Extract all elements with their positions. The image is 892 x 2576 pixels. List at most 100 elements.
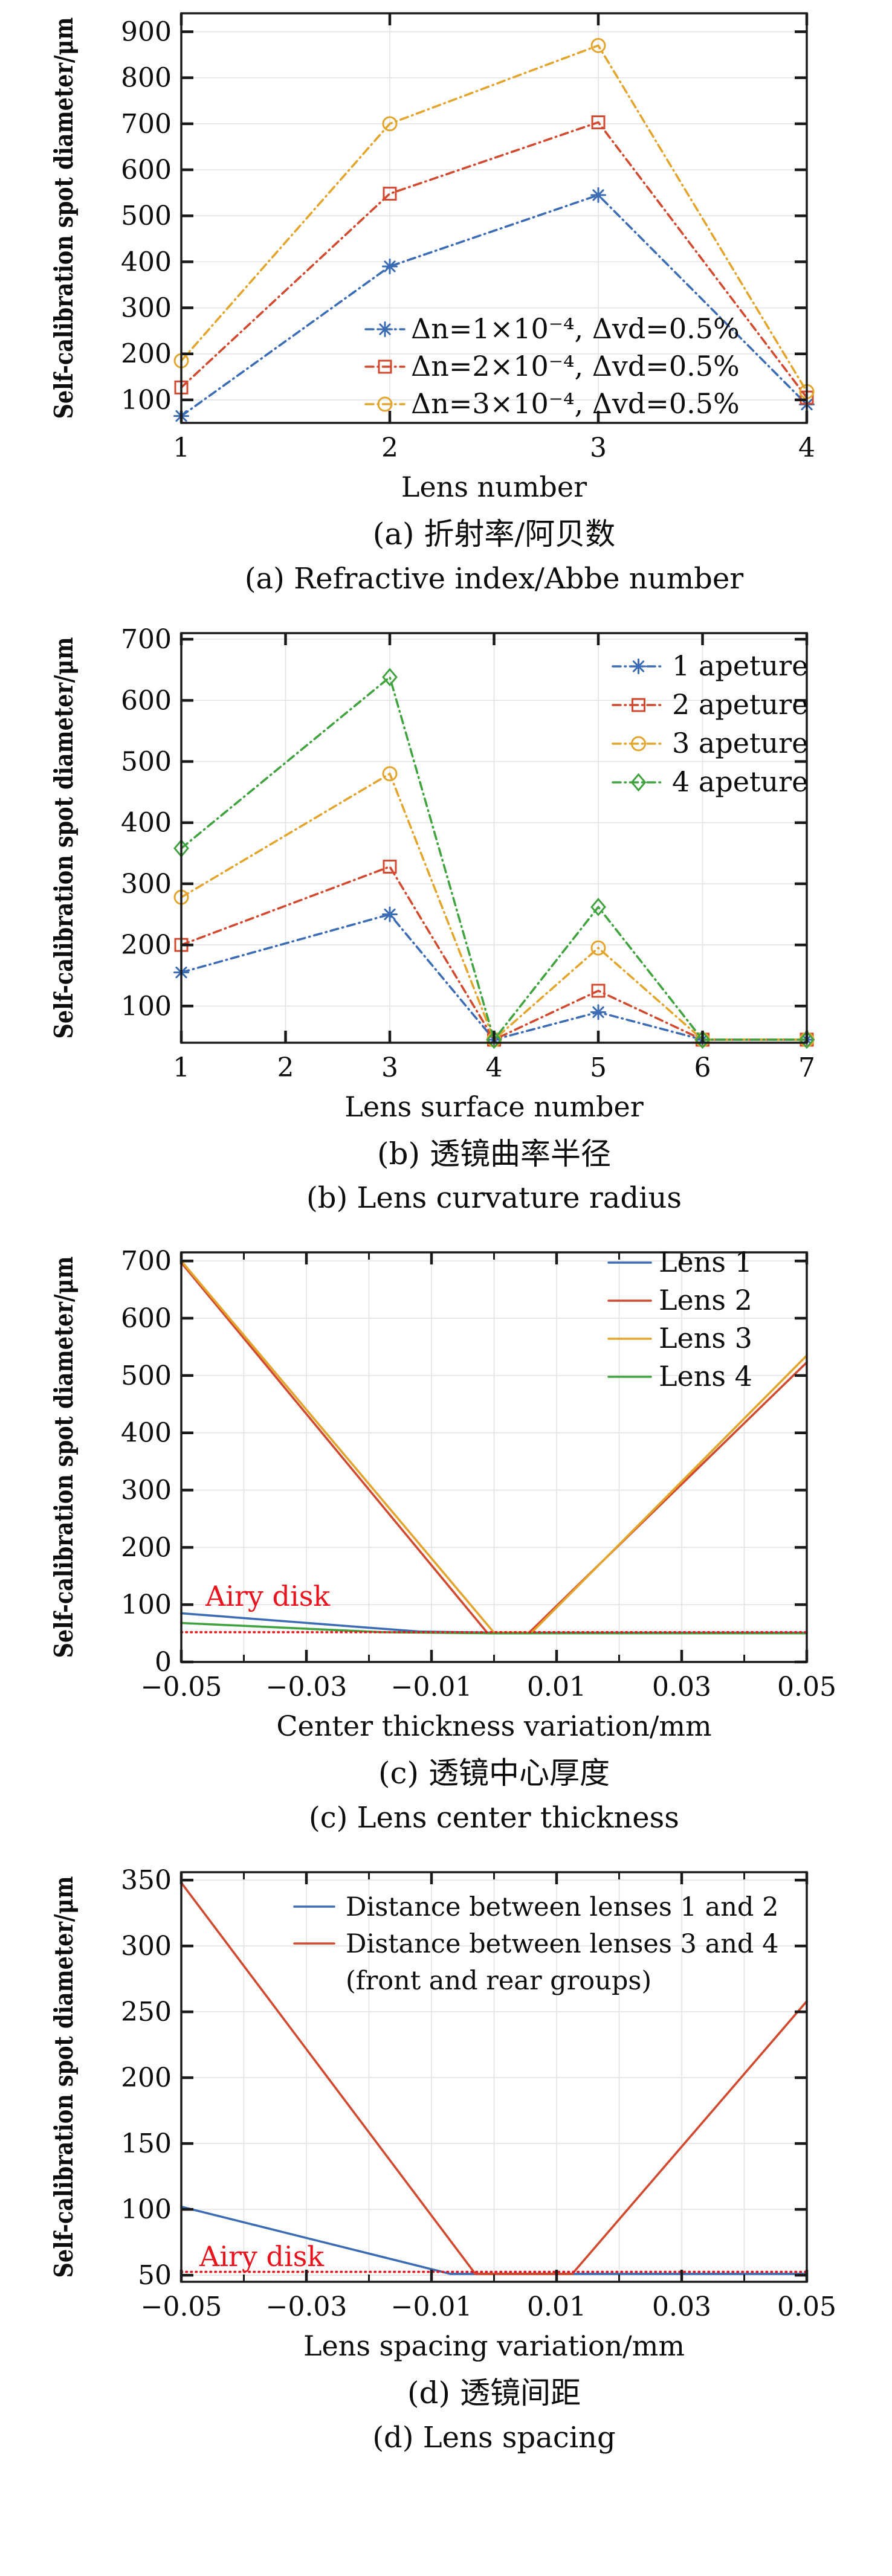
svg-text:900: 900 <box>121 16 172 47</box>
svg-text:Distance between lenses 1 and: Distance between lenses 1 and 2 <box>346 1892 778 1922</box>
svg-text:Δn=2×10⁻⁴, Δvd=0.5%: Δn=2×10⁻⁴, Δvd=0.5% <box>411 350 740 382</box>
subfigure-c-captions: (c) 透镜中心厚度 (c) Lens center thickness <box>181 1751 807 1838</box>
x-axis-label: Lens surface number <box>344 1090 643 1123</box>
x-axis-label: Lens spacing variation/mm <box>303 2330 685 2362</box>
svg-text:800: 800 <box>121 63 172 94</box>
subfigure-a: 1 2 3 4 100 200 300 400 500 600 700 800 900 Lens numb… <box>0 0 892 599</box>
svg-text:−0.01: −0.01 <box>391 2291 473 2322</box>
caption-en-a: (a) Refractive index/Abbe number <box>244 561 744 596</box>
svg-text:Distance between lenses 3 and: Distance between lenses 3 and 4 <box>346 1929 778 1959</box>
airy-disk-label: Airy disk <box>199 2240 325 2273</box>
svg-text:100: 100 <box>121 2194 172 2225</box>
svg-text:−0.05: −0.05 <box>141 1672 222 1702</box>
legend: Δn=1×10⁻⁴, Δvd=0.5% Δn=2×10⁻⁴, Δvd=0.5% Δn… <box>364 312 740 420</box>
svg-text:Lens 3: Lens 3 <box>659 1322 752 1354</box>
tick-labels: −0.05 −0.03 −0.01 0.01 0.03 0.05 0 100 200 300 400… <box>121 1246 836 1703</box>
plot-frame <box>180 12 808 424</box>
svg-text:3: 3 <box>590 433 607 463</box>
figure-self-calibration-sensitivity: 1 2 3 4 100 200 300 400 500 600 700 800 900 Lens numb… <box>0 0 892 2458</box>
svg-text:200: 200 <box>121 1533 172 1563</box>
svg-text:700: 700 <box>121 109 172 140</box>
svg-text:300: 300 <box>121 293 172 324</box>
x-axis-label: Center thickness variation/mm <box>276 1710 711 1742</box>
chart-b: 1 2 3 4 5 6 7 100 200 300 400 500 600 700 Lens surface… <box>0 619 892 1129</box>
legend: 1 apeture 2 apeture 3 apeture 4 apeture <box>612 649 808 798</box>
caption-en-d: (d) Lens spacing <box>372 2420 616 2455</box>
svg-text:0: 0 <box>155 1647 172 1678</box>
svg-text:2: 2 <box>381 433 398 463</box>
svg-text:3: 3 <box>381 1052 398 1083</box>
svg-text:600: 600 <box>121 685 172 716</box>
svg-text:100: 100 <box>121 1590 172 1621</box>
svg-text:2: 2 <box>277 1052 294 1083</box>
svg-text:−0.03: −0.03 <box>266 1672 347 1702</box>
svg-text:500: 500 <box>121 746 172 777</box>
svg-text:0.01: 0.01 <box>527 1672 586 1702</box>
svg-text:400: 400 <box>121 1418 172 1449</box>
chart-b-canvas: 1 2 3 4 5 6 7 100 200 300 400 500 600 700 Lens surface… <box>0 619 892 1129</box>
svg-text:300: 300 <box>121 1475 172 1506</box>
svg-text:1 apeture: 1 apeture <box>672 649 808 682</box>
svg-text:700: 700 <box>121 624 172 655</box>
svg-text:50: 50 <box>138 2260 172 2291</box>
caption-en-c: (c) Lens center thickness <box>309 1800 679 1835</box>
svg-text:4: 4 <box>486 1052 503 1083</box>
svg-text:100: 100 <box>121 385 172 416</box>
svg-text:Δn=1×10⁻⁴, Δvd=0.5%: Δn=1×10⁻⁴, Δvd=0.5% <box>411 312 740 345</box>
tick-labels: 1 2 3 4 100 200 300 400 500 600 700 800 900 <box>121 16 815 463</box>
tick-marks <box>179 1252 809 1664</box>
svg-text:6: 6 <box>694 1052 711 1083</box>
svg-text:7: 7 <box>798 1052 815 1083</box>
svg-text:600: 600 <box>121 1303 172 1334</box>
svg-text:400: 400 <box>121 807 172 838</box>
svg-text:−0.01: −0.01 <box>391 1672 473 1702</box>
subfigure-b-captions: (b) 透镜曲率半径 (b) Lens curvature radius <box>181 1132 807 1219</box>
svg-text:4 apeture: 4 apeture <box>672 765 808 798</box>
subfigure-a-captions: (a) 折射率/阿贝数 (a) Refractive index/Abbe nu… <box>181 512 807 599</box>
tick-labels: −0.05 −0.03 −0.01 0.01 0.03 0.05 50 100 150 200 25… <box>121 1865 836 2322</box>
chart-a: 1 2 3 4 100 200 300 400 500 600 700 800 900 Lens numb… <box>0 0 892 509</box>
svg-text:200: 200 <box>121 930 172 961</box>
caption-zh-b: (b) 透镜曲率半径 <box>377 1136 611 1171</box>
chart-c: −0.05 −0.03 −0.01 0.01 0.03 0.05 0 100 200 300 400… <box>0 1239 892 1748</box>
svg-text:5: 5 <box>590 1052 607 1083</box>
svg-text:Lens 1: Lens 1 <box>659 1246 752 1278</box>
subfigure-d-captions: (d) 透镜间距 (d) Lens spacing <box>181 2371 807 2458</box>
svg-text:700: 700 <box>121 1246 172 1277</box>
svg-text:−0.05: −0.05 <box>141 2291 222 2322</box>
grid <box>181 1252 807 1663</box>
chart-a-canvas: 1 2 3 4 100 200 300 400 500 600 700 800 900 Lens numb… <box>0 0 892 509</box>
tick-marks <box>179 633 809 1043</box>
svg-text:Δn=3×10⁻⁴, Δvd=0.5%: Δn=3×10⁻⁴, Δvd=0.5% <box>411 387 740 420</box>
svg-text:0.05: 0.05 <box>777 2291 836 2322</box>
svg-text:300: 300 <box>121 1931 172 1962</box>
svg-text:4: 4 <box>798 433 815 463</box>
svg-text:0.03: 0.03 <box>652 2291 711 2322</box>
svg-text:Lens 2: Lens 2 <box>659 1284 752 1316</box>
svg-text:150: 150 <box>121 2128 172 2159</box>
caption-en-b: (b) Lens curvature radius <box>306 1181 682 1216</box>
svg-text:600: 600 <box>121 155 172 185</box>
y-axis-label: Self-calibration spot diameter/μm <box>49 637 79 1038</box>
svg-text:0.01: 0.01 <box>527 2291 586 2322</box>
svg-text:400: 400 <box>121 246 172 277</box>
svg-text:200: 200 <box>121 339 172 370</box>
series-d-1 <box>180 1881 808 2275</box>
svg-text:2 apeture: 2 apeture <box>672 688 808 721</box>
chart-d: −0.05 −0.03 −0.01 0.01 0.03 0.05 50 100 150 200 25… <box>0 1859 892 2368</box>
svg-text:0.03: 0.03 <box>652 1672 711 1702</box>
caption-zh-a: (a) 折射率/阿贝数 <box>372 517 616 552</box>
svg-text:1: 1 <box>173 1052 190 1083</box>
svg-text:3 apeture: 3 apeture <box>672 727 808 759</box>
subfigure-c: −0.05 −0.03 −0.01 0.01 0.03 0.05 0 100 200 300 400… <box>0 1239 892 1838</box>
svg-text:100: 100 <box>121 991 172 1022</box>
legend: Lens 1 Lens 2 Lens 3 Lens 4 <box>607 1246 752 1393</box>
svg-text:300: 300 <box>121 869 172 900</box>
caption-zh-d: (d) 透镜间距 <box>407 2375 581 2411</box>
legend-note: (front and rear groups) <box>346 1966 651 1996</box>
svg-text:0.05: 0.05 <box>777 1672 836 1702</box>
grid <box>181 13 807 423</box>
grid <box>181 1872 807 2282</box>
tick-labels: 1 2 3 4 5 6 7 100 200 300 400 500 600 700 <box>121 624 815 1083</box>
tick-marks <box>179 13 809 423</box>
